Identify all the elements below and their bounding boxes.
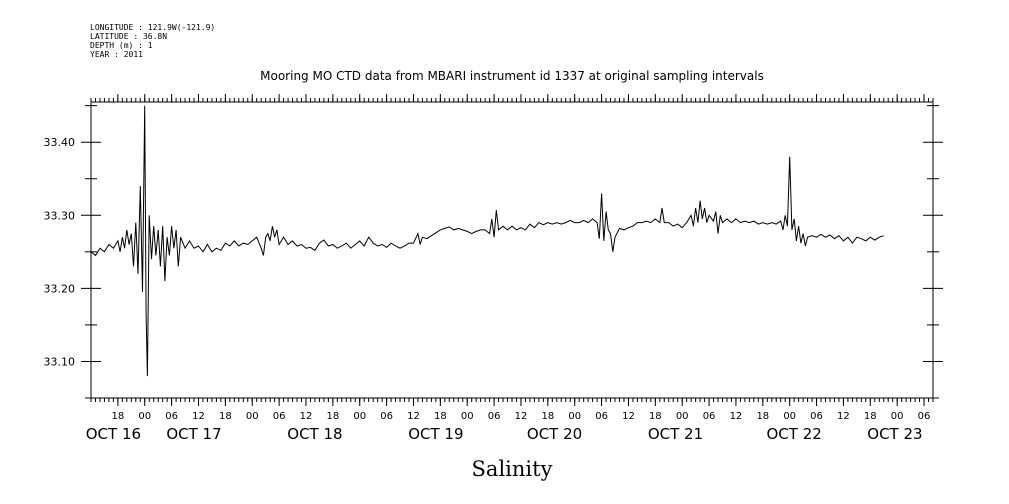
x-day-label: OCT 17 [166, 425, 221, 443]
x-hour-label: 12 [407, 411, 420, 422]
x-hour-label: 00 [783, 411, 796, 422]
x-hour-label: 18 [434, 411, 447, 422]
x-hour-label: 12 [300, 411, 313, 422]
x-hour-label: 00 [138, 411, 151, 422]
x-hour-label: 06 [595, 411, 608, 422]
x-day-label: OCT 18 [287, 425, 342, 443]
y-tick-label: 33.10 [44, 355, 76, 368]
x-hour-label: 12 [622, 411, 635, 422]
x-hour-label: 18 [112, 411, 125, 422]
y-tick-label: 33.20 [44, 282, 76, 295]
x-hour-label: 00 [353, 411, 366, 422]
x-hour-label: 00 [461, 411, 474, 422]
x-hour-label: 06 [703, 411, 716, 422]
depth-label: DEPTH (m) : 1 [90, 41, 153, 50]
x-hour-label: 12 [730, 411, 743, 422]
x-hour-label: 00 [568, 411, 581, 422]
x-hour-label: 00 [891, 411, 904, 422]
chart-title: Mooring MO CTD data from MBARI instrumen… [260, 69, 764, 83]
x-hour-label: 06 [488, 411, 501, 422]
y-tick-label: 33.40 [44, 136, 76, 149]
y-axis: 33.10 33.20 33.30 33.40 [44, 105, 943, 399]
x-day-label: OCT 21 [648, 425, 703, 443]
x-hour-label: 12 [515, 411, 528, 422]
x-hour-label: 18 [864, 411, 877, 422]
x-hour-label: 18 [649, 411, 662, 422]
x-hour-label: 00 [246, 411, 259, 422]
x-hour-label: 18 [219, 411, 232, 422]
x-hour-label: 12 [192, 411, 205, 422]
x-hour-label: 00 [676, 411, 689, 422]
metadata-header: LONGITUDE : 121.9W(-121.9) LATITUDE : 36… [90, 23, 215, 59]
y-tick-label: 33.30 [44, 209, 76, 222]
x-day-label: OCT 22 [767, 425, 822, 443]
x-day-label: OCT 23 [867, 425, 922, 443]
x-hour-label: 18 [541, 411, 554, 422]
x-axis-label: Salinity [472, 457, 553, 481]
x-axis: 18 00 06 12 18 00 06 12 18 00 06 12 18 00 06 12 18 00 06 12… [86, 94, 931, 443]
x-day-label: OCT 19 [408, 425, 463, 443]
x-hour-label: 12 [837, 411, 850, 422]
x-day-label: OCT 16 [86, 425, 141, 443]
x-hour-label: 06 [918, 411, 931, 422]
x-hour-label: 06 [810, 411, 823, 422]
plot-frame [90, 101, 934, 399]
longitude-label: LONGITUDE : 121.9W(-121.9) [90, 23, 215, 32]
minor-ticks [90, 98, 934, 402]
x-hour-label: 06 [380, 411, 393, 422]
x-day-label: OCT 20 [527, 425, 582, 443]
latitude-label: LATITUDE : 36.8N [90, 32, 167, 41]
x-hour-label: 18 [326, 411, 339, 422]
x-hour-label: 18 [756, 411, 769, 422]
x-hour-label: 06 [273, 411, 286, 422]
salinity-series-line [90, 105, 884, 377]
year-label: YEAR : 2011 [90, 50, 143, 59]
x-hour-label: 06 [165, 411, 178, 422]
